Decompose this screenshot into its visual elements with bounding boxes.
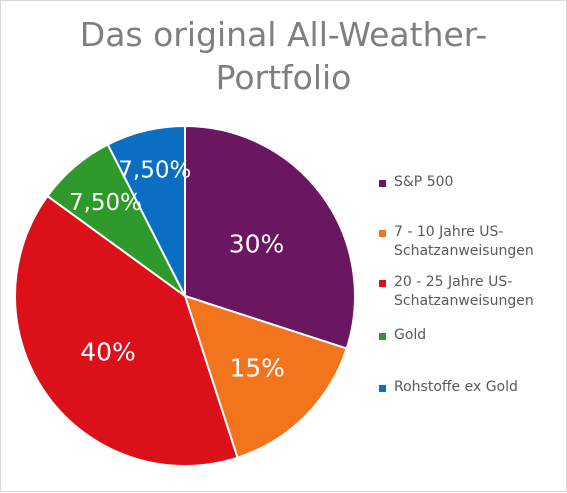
- legend-swatch: [379, 230, 386, 237]
- legend-item: 20 - 25 Jahre US- Schatzanweisungen: [379, 273, 564, 311]
- pie-slice-label: 30%: [229, 230, 285, 259]
- legend-swatch: [379, 280, 386, 287]
- legend-label-line: 20 - 25 Jahre US-: [394, 274, 513, 290]
- legend-label: Rohstoffe ex Gold: [394, 378, 518, 397]
- legend-label-line: Schatzanweisungen: [394, 243, 534, 259]
- legend-label-line: Schatzanweisungen: [394, 293, 534, 309]
- legend-item: 7 - 10 Jahre US- Schatzanweisungen: [379, 223, 564, 261]
- pie-slice-label: 15%: [229, 354, 285, 383]
- legend-swatch: [379, 180, 386, 187]
- legend-label: 20 - 25 Jahre US- Schatzanweisungen: [394, 273, 534, 311]
- legend-swatch: [379, 385, 386, 392]
- chart-title: Das original All-Weather-Portfolio: [79, 15, 488, 97]
- legend-label: 7 - 10 Jahre US- Schatzanweisungen: [394, 223, 534, 261]
- legend-label: S&P 500: [394, 173, 453, 192]
- pie-slice-label: 7,50%: [118, 157, 191, 183]
- pie-slice: [14, 194, 239, 467]
- pie-slice: [184, 124, 356, 350]
- legend-label-line: S&P 500: [394, 174, 454, 190]
- legend-item: S&P 500: [379, 173, 564, 192]
- pie-slice: [106, 124, 186, 297]
- legend-label-line: 7 - 10 Jahre US-: [394, 224, 504, 240]
- legend-label-line: Gold: [394, 327, 427, 343]
- legend-label-line: Rohstoffe ex Gold: [394, 379, 518, 395]
- legend-item: Rohstoffe ex Gold: [379, 378, 564, 397]
- legend-swatch: [379, 333, 386, 340]
- pie-slice-label: 40%: [80, 337, 136, 366]
- legend-label: Gold: [394, 326, 426, 345]
- pie-slice-label: 7,50%: [69, 190, 142, 216]
- legend-item: Gold: [379, 326, 564, 345]
